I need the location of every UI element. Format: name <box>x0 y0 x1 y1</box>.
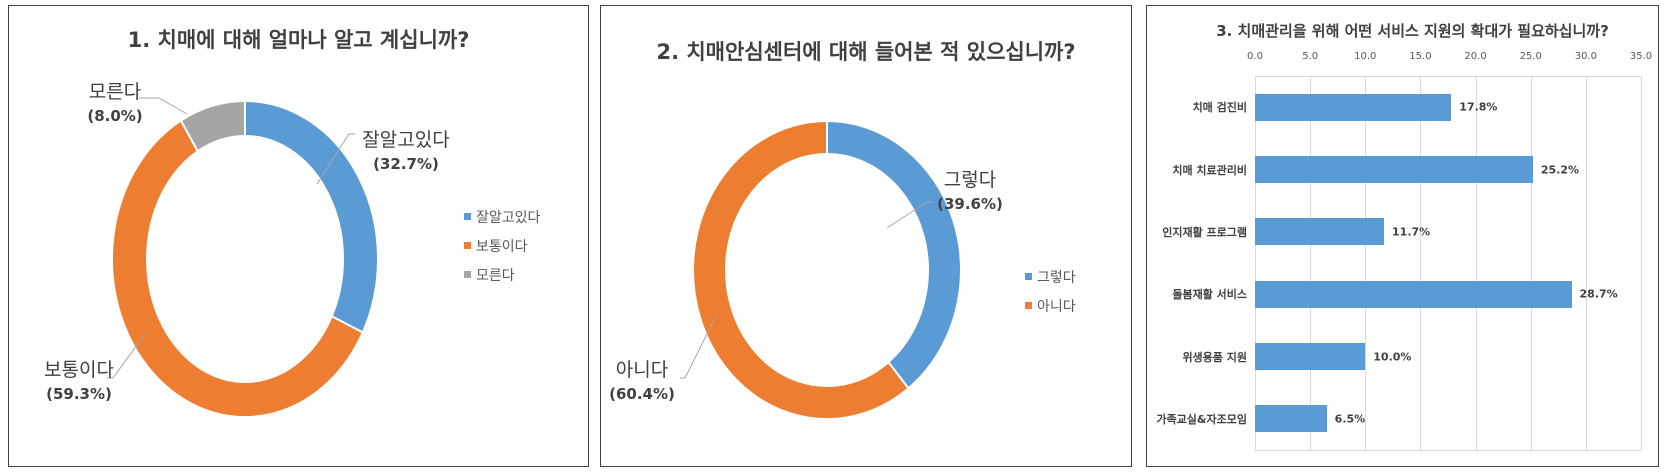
data-label-yes: 그렇다 (39.6%) <box>937 169 1003 213</box>
legend-swatch-icon <box>1025 302 1032 309</box>
bar <box>1255 218 1385 246</box>
gridline <box>1365 76 1367 450</box>
legend-item-aware: 잘알고있다 <box>464 202 540 231</box>
bar-value-label: 6.5% <box>1334 412 1366 426</box>
donut-segment <box>826 119 962 390</box>
legend-item-no: 아니다 <box>1025 291 1076 320</box>
legend-item-average: 보통이다 <box>464 231 540 260</box>
category-label: 치매 치료관리비 <box>1172 163 1247 177</box>
bar-value-label: 25.2% <box>1540 163 1580 176</box>
bar-value-label: 11.7% <box>1392 225 1431 239</box>
donut-chart <box>680 119 962 420</box>
x-axis-tick-label: 20.0 <box>1464 51 1487 62</box>
bar <box>1255 93 1452 121</box>
bar-value-label: 28.7% <box>1579 287 1618 301</box>
bar <box>1255 343 1366 370</box>
donut-chart <box>107 97 379 418</box>
plot-top-border <box>1255 76 1641 77</box>
legend-item-yes: 그렇다 <box>1025 262 1076 291</box>
bar <box>1255 156 1533 183</box>
gridline <box>1310 76 1312 450</box>
leader-line <box>316 133 355 185</box>
legend-swatch-icon <box>1025 273 1032 280</box>
category-label: 돌봄재활 서비스 <box>1172 288 1247 302</box>
gridline <box>1530 76 1532 450</box>
chart-panel-knowledge: 1. 치매에 대해 얼마나 알고 계십니까? 잘알고있다 (32.7%) 보통이… <box>8 5 589 467</box>
x-axis-tick-label: 10.0 <box>1354 51 1377 62</box>
legend-swatch-icon <box>464 213 471 220</box>
gridline <box>1641 76 1642 450</box>
category-label: 치매 검진비 <box>1192 101 1247 115</box>
bar <box>1255 405 1327 433</box>
leader-line <box>107 333 146 379</box>
leader-line <box>886 201 933 229</box>
bar-value-label: 10.0% <box>1373 350 1412 363</box>
chart-title: 2. 치매안심센터에 대해 들어본 적 있으십니까? <box>656 40 1076 64</box>
legend: 잘알고있다 보통이다 모른다 <box>464 202 540 289</box>
leader-line <box>680 315 717 379</box>
x-axis-tick-label: 30.0 <box>1574 51 1597 62</box>
x-axis-tick-label: 15.0 <box>1409 51 1432 62</box>
category-label: 인지재활 프로그램 <box>1162 225 1247 239</box>
donut-segment <box>244 99 379 334</box>
bar-value-label: 17.8% <box>1459 100 1498 114</box>
donut-segment <box>179 99 246 153</box>
legend: 그렇다 아니다 <box>1025 262 1076 320</box>
bar-chart: 0.0 5.0 10.0 15.0 20.0 25.0 30.0 35.0 치매 검진비 17.8… <box>1147 6 1660 468</box>
legend-swatch-icon <box>464 271 471 278</box>
x-axis-tick-label: 25.0 <box>1519 51 1542 62</box>
data-label-average: 보통이다 (59.3%) <box>44 359 114 403</box>
x-axis-tick-label: 5.0 <box>1302 51 1319 62</box>
gridline <box>1420 76 1422 450</box>
donut-segment <box>692 119 910 420</box>
data-label-no: 아니다 (60.4%) <box>609 359 675 403</box>
legend-item-unaware: 모른다 <box>464 260 540 289</box>
category-label: 가족교실&자조모임 <box>1156 412 1247 426</box>
x-axis-tick-label: 35.0 <box>1629 51 1653 62</box>
bar <box>1255 280 1572 308</box>
chart-title: 1. 치매에 대해 얼마나 알고 계십니까? <box>127 28 470 52</box>
data-label-aware: 잘알고있다 (32.7%) <box>362 129 450 173</box>
chart-panel-center-awareness: 2. 치매안심센터에 대해 들어본 적 있으십니까? 그렇다 (39.6%) 아… <box>600 5 1132 467</box>
x-axis-tick-label: 0.0 <box>1247 51 1263 62</box>
leader-line <box>139 97 188 115</box>
gridline <box>1475 76 1477 450</box>
category-label: 위생용품 지원 <box>1182 350 1247 364</box>
chart-panel-service-needs: 3. 치매관리을 위해 어떤 서비스 지원의 확대가 필요하십니까? 0.0 5.… <box>1146 5 1659 467</box>
plot-bottom-axis <box>1255 450 1641 451</box>
gridline <box>1585 76 1587 450</box>
legend-swatch-icon <box>464 242 471 249</box>
chart-title: 3. 치매관리을 위해 어떤 서비스 지원의 확대가 필요하십니까? <box>1216 22 1609 40</box>
data-label-unaware: 모른다 (8.0%) <box>87 81 143 125</box>
gridline <box>1255 76 1256 450</box>
donut-segment <box>111 119 365 418</box>
